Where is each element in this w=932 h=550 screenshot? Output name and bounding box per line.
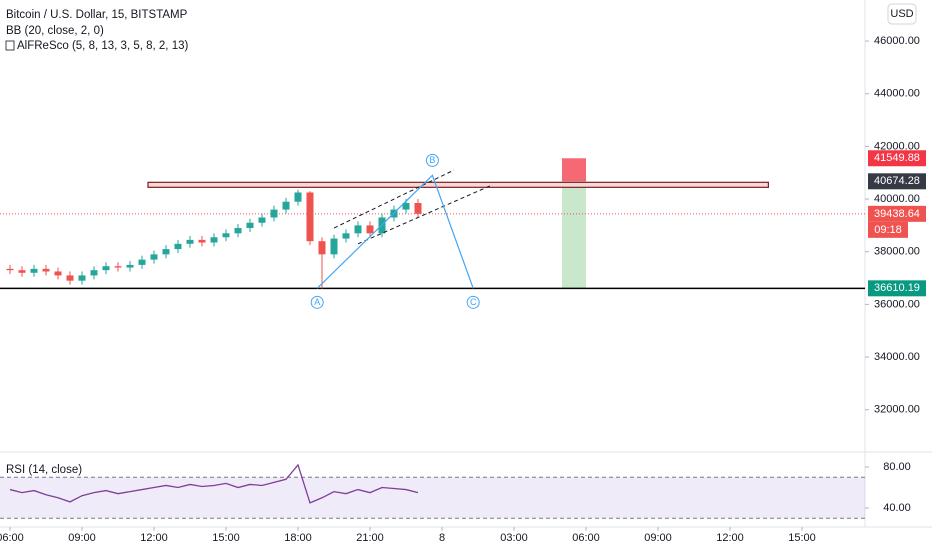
y-tick-label: 80.00 xyxy=(883,461,911,473)
wave-marker xyxy=(310,295,324,309)
candle-body xyxy=(402,203,410,210)
candle-body xyxy=(294,192,302,202)
candle-body xyxy=(354,225,362,234)
candle-body xyxy=(114,266,122,268)
rsi-band xyxy=(0,477,865,519)
candle-body xyxy=(138,259,146,265)
candle-body xyxy=(198,239,206,243)
rsi-line xyxy=(9,463,419,504)
candle-body xyxy=(42,268,50,272)
candle-body xyxy=(270,209,278,218)
y-tick-label: 46000.00 xyxy=(874,35,920,47)
y-tick-label: 40.00 xyxy=(883,502,911,514)
candle-body xyxy=(246,222,254,229)
currency-button[interactable] xyxy=(887,3,917,25)
candle-body xyxy=(210,237,218,243)
candle-body xyxy=(258,217,266,223)
wave-label: A xyxy=(314,297,320,307)
rsi-title: RSI (14, close) xyxy=(6,464,82,476)
y-tick-label: 40000.00 xyxy=(874,193,920,205)
price-label: 41549.88 xyxy=(874,152,920,164)
x-tick-label: 18:00 xyxy=(284,532,312,544)
x-tick-label: 09:00 xyxy=(644,532,672,544)
price-label: 36610.19 xyxy=(874,282,920,294)
y-tick-label: 32000.00 xyxy=(874,404,920,416)
candle-body xyxy=(126,264,134,268)
chart-title: Bitcoin / U.S. Dollar, 15, BITSTAMP xyxy=(6,9,188,21)
candle-body xyxy=(318,241,326,255)
candle-body xyxy=(234,228,242,234)
candle-body xyxy=(330,238,338,255)
wave-label: B xyxy=(429,155,435,165)
indicator-icon xyxy=(5,40,15,51)
wave-label: C xyxy=(470,297,477,307)
x-tick-label: 15:00 xyxy=(212,532,240,544)
indicator-legend: AlFReSco (5, 8, 13, 3, 5, 8, 2, 13) xyxy=(17,40,188,52)
x-tick-label: 8 xyxy=(439,532,445,544)
position-stop xyxy=(562,158,587,182)
candle-body xyxy=(306,192,314,242)
x-tick-label: 03:00 xyxy=(500,532,528,544)
price-label-box xyxy=(868,173,926,190)
wave-line xyxy=(316,174,474,289)
price-label-box xyxy=(868,280,926,297)
candle-body xyxy=(90,270,98,276)
x-tick-label: 15:00 xyxy=(788,532,816,544)
y-tick-label: 34000.00 xyxy=(874,351,920,363)
candle-body xyxy=(174,243,182,250)
countdown-box xyxy=(868,221,908,238)
channel-line xyxy=(333,169,455,229)
price-label-box xyxy=(868,150,926,167)
position-target xyxy=(562,181,587,289)
x-tick-label: 06:00 xyxy=(0,532,24,544)
channel-line xyxy=(357,185,491,245)
y-tick-label: 44000.00 xyxy=(874,88,920,100)
candle-body xyxy=(78,275,86,281)
x-tick-label: 09:00 xyxy=(68,532,96,544)
resistance-zone xyxy=(147,181,770,188)
candle-body xyxy=(366,225,374,234)
x-tick-label: 21:00 xyxy=(356,532,384,544)
candle-body xyxy=(54,271,62,276)
candle-body xyxy=(30,268,38,273)
candle-body xyxy=(342,233,350,239)
wave-marker xyxy=(466,295,480,309)
x-tick-label: 12:00 xyxy=(140,532,168,544)
candle-body xyxy=(186,239,194,244)
price-label: 39438.64 xyxy=(874,208,920,220)
y-tick-label: 36000.00 xyxy=(874,298,920,310)
candle-body xyxy=(6,268,14,271)
y-tick-label: 42000.00 xyxy=(874,140,920,152)
candle-body xyxy=(162,249,170,255)
currency-label[interactable]: USD xyxy=(890,8,913,20)
countdown: 09:18 xyxy=(874,224,902,236)
x-tick-label: 12:00 xyxy=(716,532,744,544)
price-label: 40674.28 xyxy=(874,175,920,187)
candle-body xyxy=(18,270,26,273)
y-tick-label: 38000.00 xyxy=(874,246,920,258)
candle-body xyxy=(150,254,158,260)
candle-body xyxy=(282,201,290,210)
candle-body xyxy=(66,275,74,281)
wave-marker xyxy=(425,153,439,167)
candle-body xyxy=(222,233,230,238)
candle-body xyxy=(102,266,110,271)
x-tick-label: 06:00 xyxy=(572,532,600,544)
candle-body xyxy=(414,203,422,214)
indicator-legend: BB (20, close, 2, 0) xyxy=(6,25,104,37)
price-label-box xyxy=(868,205,926,222)
